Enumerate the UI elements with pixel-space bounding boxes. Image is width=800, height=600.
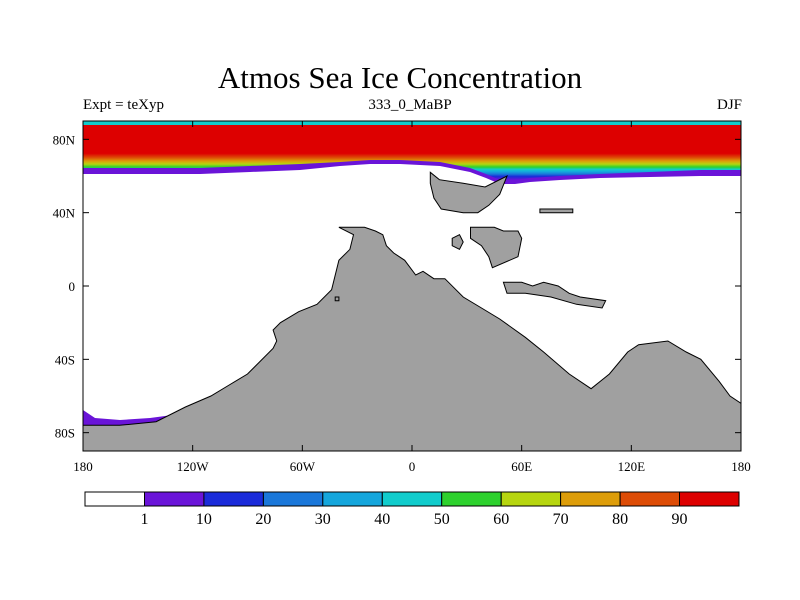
colorbar-swatch (144, 491, 205, 507)
colorbar-swatch (84, 491, 145, 507)
colorbar-swatch (381, 491, 443, 507)
x-tick-label: 60E (511, 459, 532, 474)
colorbar-swatch (322, 491, 383, 507)
land-india (451, 234, 464, 250)
colorbar-swatch (560, 491, 621, 507)
y-tick-label: 0 (69, 279, 76, 294)
y-tick-label: 40S (55, 352, 75, 367)
x-tick-label: 180 (731, 459, 751, 474)
x-tick-label: 0 (409, 459, 416, 474)
colorbar-swatch (619, 491, 681, 507)
colorbar-label: 90 (672, 511, 688, 528)
colorbar-label: 60 (493, 511, 509, 528)
colorbar-label: 1 (141, 511, 149, 528)
land-masses (83, 171, 741, 451)
y-axis: 80N 40N 0 40S 80S (53, 132, 741, 441)
map-title: Atmos Sea Ice Concentration (217, 60, 583, 95)
x-tick-label: 60W (290, 459, 316, 474)
colorbar-swatch (262, 491, 324, 507)
colorbar-swatch (679, 491, 740, 507)
y-tick-label: 80S (55, 426, 75, 441)
y-tick-label: 80N (53, 132, 76, 147)
land-tibet (470, 226, 523, 269)
land-australia (502, 281, 607, 309)
colorbar-label: 70 (553, 511, 569, 528)
colorbar-label: 40 (374, 511, 390, 528)
colorbar-label: 80 (612, 511, 628, 528)
colorbar-swatch (500, 491, 562, 507)
colorbar-swatch (203, 491, 264, 507)
land-east-asia (539, 208, 574, 214)
colorbar-label: 20 (255, 511, 271, 528)
colorbar-label: 30 (315, 511, 331, 528)
x-tick-label: 180 (73, 459, 93, 474)
x-tick-label: 120E (618, 459, 646, 474)
colorbar-label: 50 (434, 511, 450, 528)
season-label: DJF (716, 97, 742, 113)
x-tick-label: 120W (177, 459, 210, 474)
land-north-asia (429, 171, 508, 214)
age-label: 333_0_MaBP (368, 97, 452, 113)
land-small-island (334, 296, 340, 302)
north-ice-pack (83, 121, 741, 180)
colorbar-swatch (441, 491, 502, 507)
y-tick-label: 40N (53, 206, 76, 221)
colorbar: 1 10 20 30 40 50 60 70 80 90 (84, 491, 740, 528)
experiment-label: Expt = teXyp (83, 97, 164, 113)
map-layers (83, 121, 741, 451)
x-axis: 180 120W 60W 0 60E 120E 180 (73, 121, 751, 474)
land-africa-south-america (83, 226, 741, 451)
colorbar-label: 10 (196, 511, 212, 528)
